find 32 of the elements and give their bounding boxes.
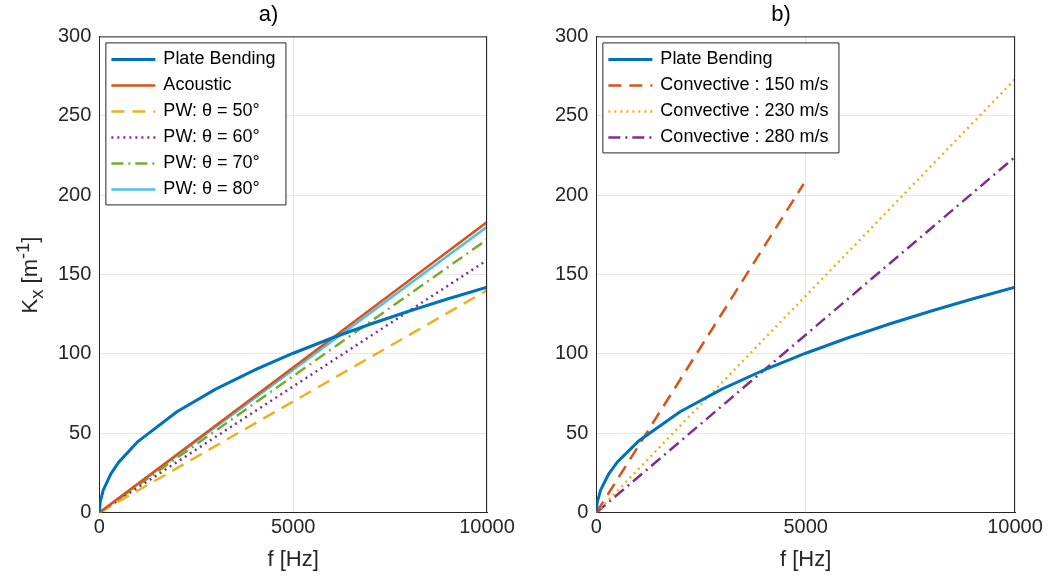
x-tick-label: 10000 [459,515,515,538]
y-tick-label: 100 [554,341,589,364]
chart-title: a) [258,1,279,27]
y-tick-label: 50 [69,420,92,443]
legend-label: PW: θ = 60° [163,126,260,147]
legend-label: PW: θ = 50° [163,100,260,121]
legend-label: PW: θ = 80° [163,178,260,199]
legend-label: Acoustic [163,74,232,95]
y-tick-label: 250 [554,103,589,126]
x-tick-label: 5000 [270,515,316,538]
y-tick-label: 200 [57,182,92,205]
y-tick-label: 300 [554,23,589,46]
legend-label: Plate Bending [660,48,773,69]
x-tick-label: 5000 [783,515,828,538]
legend-label: Convective : 150 m/s [660,74,829,95]
y-tick-label: 150 [57,262,92,285]
legend-label: PW: θ = 70° [163,152,260,173]
x-axis-title: f [Hz] [267,545,319,571]
x-axis-title: f [Hz] [780,545,832,571]
legend-label: Convective : 230 m/s [660,100,829,121]
y-tick-label: 200 [554,182,589,205]
x-tick-label: 10000 [987,515,1043,538]
y-tick-label: 50 [566,420,589,443]
y-tick-label: 100 [57,341,92,364]
legend-label: Plate Bending [163,48,276,69]
y-tick-label: 150 [554,262,589,285]
y-tick-label: 0 [577,500,589,523]
chart-title: b) [771,1,791,27]
y-tick-label: 0 [80,500,92,523]
y-tick-label: 300 [57,23,92,46]
y-tick-label: 250 [57,103,92,126]
legend-label: Convective : 280 m/s [660,126,829,147]
